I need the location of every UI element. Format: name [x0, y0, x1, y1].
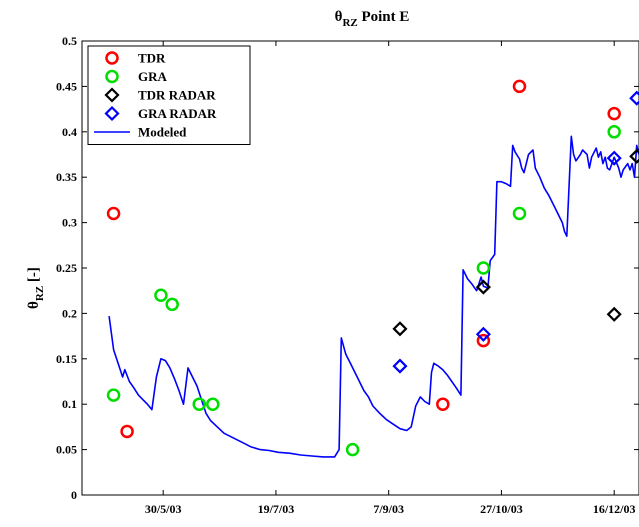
y-tick-label: 0.3: [62, 216, 77, 230]
plot-area: 0 0.05 0.1 0.15 0.2 0.25 0.3 0.35 0.4 0.45 0.5 30/5…: [56, 34, 639, 516]
legend-label-modeled: Modeled: [138, 125, 187, 140]
x-tick-label: 19/7/03: [258, 502, 295, 516]
point-gra: [165, 297, 179, 312]
legend-label-tdr-radar: TDR RADAR: [138, 88, 216, 103]
legend-swatch-gra: [105, 69, 119, 84]
point-tdr-radar: [475, 279, 491, 295]
legend-label-gra-radar: GRA RADAR: [138, 106, 217, 121]
y-tick-label: 0.1: [62, 397, 77, 411]
legend-label-tdr: TDR: [138, 51, 166, 66]
point-tdr: [106, 206, 121, 221]
y-tick-label: 0.15: [56, 352, 77, 366]
y-tick-label: 0.5: [62, 34, 77, 48]
point-tdr: [120, 424, 134, 439]
point-gra: [345, 442, 360, 457]
y-tick-label: 0.45: [56, 79, 77, 93]
y-tick-label: 0.05: [56, 443, 77, 457]
legend-swatch-tdr: [105, 51, 119, 65]
x-tick-label: 30/5/03: [145, 502, 182, 516]
point-gra: [512, 206, 527, 221]
x-tick-label: 7/9/03: [373, 502, 404, 516]
legend-swatch-tdr-radar: [104, 87, 120, 103]
point-gra: [206, 397, 220, 411]
legend-label-gra: GRA: [138, 69, 168, 84]
point-gra: [154, 288, 168, 302]
y-tick-label: 0: [71, 488, 77, 502]
x-tick-label: 27/10/03: [480, 502, 523, 516]
point-gra: [106, 388, 121, 402]
point-gra-radar: [475, 326, 491, 342]
legend-swatch-gra-radar: [104, 105, 120, 122]
x-tick-label: 16/12/03: [593, 502, 636, 516]
chart-title: θRZ Point E: [335, 9, 410, 29]
y-axis-label: θRZ [-]: [26, 267, 46, 309]
point-gra: [476, 261, 491, 275]
y-tick-label: 0.25: [56, 261, 77, 275]
point-tdr: [476, 333, 491, 348]
point-gra: [607, 125, 621, 139]
point-gra-radar: [629, 90, 639, 106]
y-tick-label: 0.4: [62, 125, 77, 139]
series-line-modeled: [108, 135, 639, 458]
point-tdr-radar: [392, 321, 408, 337]
point-gra: [192, 397, 207, 411]
y-tick-label: 0.35: [56, 170, 77, 184]
point-gra-radar: [606, 150, 622, 166]
point-tdr-radar: [606, 306, 622, 322]
legend: TDR GRA TDR RADAR GRA RADAR Modeled: [87, 45, 251, 145]
point-tdr: [436, 397, 450, 411]
point-tdr: [607, 106, 621, 121]
point-tdr-radar: [629, 148, 639, 164]
y-tick-label: 0.2: [62, 306, 77, 320]
point-tdr: [512, 79, 527, 94]
point-gra-radar: [392, 358, 408, 374]
